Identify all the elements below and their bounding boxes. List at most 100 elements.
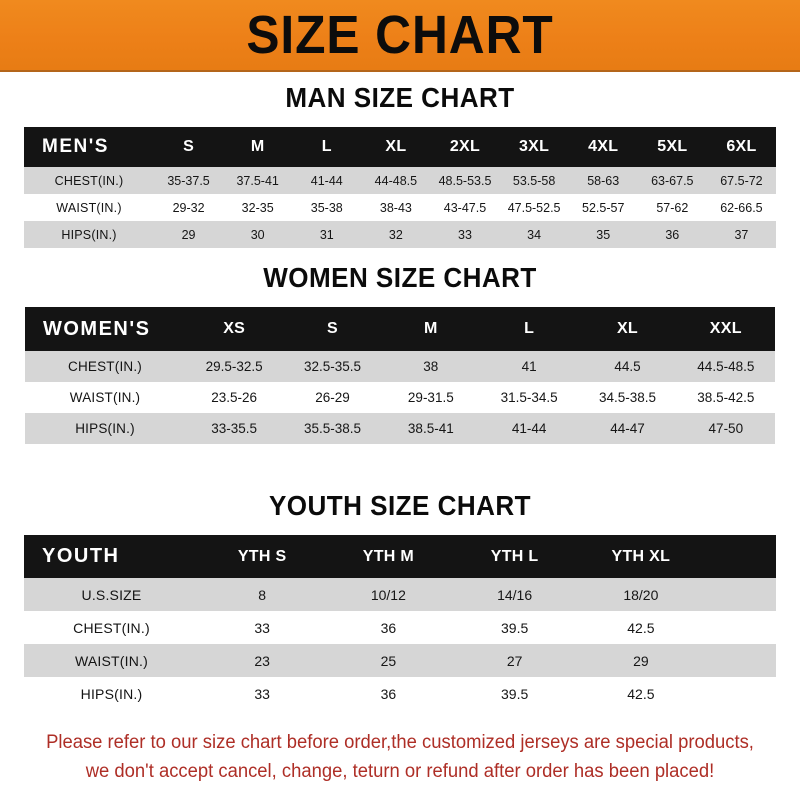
men-cell: 37.5-41 (223, 167, 293, 194)
youth-size-header-yth-l: YTH L (451, 535, 578, 578)
men-cell: 31 (292, 221, 362, 248)
women-cell: 35.5-38.5 (283, 413, 382, 444)
men-size-table: MEN'S S M L XL 2XL 3XL 4XL 5XL 6XL CHEST(IN.) 35-… (24, 127, 776, 248)
men-size-header-2xl: 2XL (430, 127, 500, 167)
youth-cell: 29 (577, 644, 704, 677)
youth-size-header-yth-s: YTH S (199, 535, 326, 578)
men-row-label: CHEST(IN.) (24, 167, 154, 194)
men-table-row: WAIST(IN.) 29-32 32-35 35-38 38-43 43-47.5 47.… (24, 194, 776, 221)
men-table-head: MEN'S S M L XL 2XL 3XL 4XL 5XL 6XL (24, 127, 776, 167)
men-cell: 47.5-52.5 (499, 194, 569, 221)
women-cell: 34.5-38.5 (578, 382, 677, 413)
women-cell: 44-47 (578, 413, 677, 444)
youth-table-row: WAIST(IN.) 23 25 27 29 (24, 644, 776, 677)
youth-row-label: U.S.SIZE (24, 578, 199, 611)
women-row-label: HIPS(IN.) (25, 413, 185, 444)
youth-cell: 33 (199, 677, 326, 710)
youth-row-label: WAIST(IN.) (24, 644, 199, 677)
men-cell: 53.5-58 (499, 167, 569, 194)
youth-cell: 36 (325, 677, 452, 710)
men-section-title: MAN SIZE CHART (285, 82, 515, 113)
men-size-header-l: L (292, 127, 362, 167)
women-size-table: WOMEN'S XS S M L XL XXL CHEST(IN.) 29.5-32.5 32… (25, 307, 775, 444)
women-cell: 33-35.5 (185, 413, 284, 444)
women-row-label-header: WOMEN'S (25, 307, 185, 351)
youth-table-head: YOUTH YTH S YTH M YTH L YTH XL (24, 535, 776, 578)
youth-header-spacer (704, 535, 776, 578)
men-cell: 52.5-57 (568, 194, 638, 221)
men-cell: 41-44 (292, 167, 362, 194)
women-row-label: WAIST(IN.) (25, 382, 185, 413)
men-cell: 62-66.5 (706, 194, 776, 221)
women-section-title: WOMEN SIZE CHART (263, 262, 537, 293)
men-cell: 67.5-72 (706, 167, 776, 194)
women-cell: 26-29 (283, 382, 382, 413)
men-row-label-header: MEN'S (24, 127, 154, 167)
women-cell: 38.5-42.5 (676, 382, 775, 413)
youth-cell: 39.5 (451, 677, 578, 710)
men-cell: 34 (499, 221, 569, 248)
men-cell: 63-67.5 (637, 167, 707, 194)
men-cell: 57-62 (637, 194, 707, 221)
youth-row-label: HIPS(IN.) (24, 677, 199, 710)
women-cell: 47-50 (676, 413, 775, 444)
men-cell: 35 (568, 221, 638, 248)
women-row-label: CHEST(IN.) (25, 351, 185, 382)
youth-size-section: YOUTH SIZE CHART YOUTH YTH S YTH M YTH L YT… (0, 490, 800, 710)
youth-cell: 14/16 (451, 578, 578, 611)
youth-cell-spacer (704, 578, 776, 611)
youth-cell: 25 (325, 644, 452, 677)
women-cell: 23.5-26 (185, 382, 284, 413)
women-table-wrapper: WOMEN'S XS S M L XL XXL CHEST(IN.) 29.5-32.5 32… (0, 307, 800, 444)
men-row-label: WAIST(IN.) (24, 194, 154, 221)
youth-cell: 18/20 (577, 578, 704, 611)
men-cell: 37 (706, 221, 776, 248)
women-cell: 44.5-48.5 (676, 351, 775, 382)
youth-row-label-header: YOUTH (24, 535, 199, 578)
youth-cell: 8 (199, 578, 326, 611)
youth-cell: 27 (451, 644, 578, 677)
men-table-row: HIPS(IN.) 29 30 31 32 33 34 35 36 37 (24, 221, 776, 248)
women-size-header-m: M (381, 307, 480, 351)
page-banner: SIZE CHART (0, 0, 800, 72)
youth-size-header-yth-xl: YTH XL (577, 535, 704, 578)
youth-cell: 42.5 (577, 611, 704, 644)
women-table-row: HIPS(IN.) 33-35.5 35.5-38.5 38.5-41 41-44 44-… (25, 413, 775, 444)
men-size-header-5xl: 5XL (637, 127, 707, 167)
women-size-header-xxl: XXL (676, 307, 775, 351)
youth-table-row: CHEST(IN.) 33 36 39.5 42.5 (24, 611, 776, 644)
men-cell: 36 (637, 221, 707, 248)
women-cell: 44.5 (578, 351, 677, 382)
men-size-header-6xl: 6XL (706, 127, 776, 167)
youth-cell: 33 (199, 611, 326, 644)
youth-cell-spacer (704, 611, 776, 644)
women-table-body: CHEST(IN.) 29.5-32.5 32.5-35.5 38 41 44.5 44.5… (25, 351, 775, 444)
youth-row-label: CHEST(IN.) (24, 611, 199, 644)
men-size-header-s: S (154, 127, 224, 167)
men-cell: 35-38 (292, 194, 362, 221)
men-cell: 35-37.5 (154, 167, 224, 194)
women-size-header-xs: XS (185, 307, 284, 351)
women-cell: 41-44 (479, 413, 579, 444)
youth-cell: 10/12 (325, 578, 452, 611)
women-cell: 29-31.5 (381, 382, 480, 413)
men-cell: 44-48.5 (361, 167, 431, 194)
notice-line-2: we don't accept cancel, change, teturn o… (85, 761, 715, 783)
men-cell: 30 (223, 221, 293, 248)
women-size-header-s: S (283, 307, 382, 351)
men-cell: 58-63 (568, 167, 638, 194)
men-cell: 32-35 (223, 194, 293, 221)
youth-section-title: YOUTH SIZE CHART (268, 490, 532, 521)
women-size-header-l: L (479, 307, 579, 351)
youth-cell: 36 (325, 611, 452, 644)
men-cell: 33 (430, 221, 500, 248)
women-cell: 32.5-35.5 (283, 351, 382, 382)
men-cell: 32 (361, 221, 431, 248)
men-cell: 43-47.5 (430, 194, 500, 221)
men-cell: 29 (154, 221, 224, 248)
men-size-header-3xl: 3XL (499, 127, 569, 167)
men-cell: 29-32 (154, 194, 224, 221)
women-cell: 31.5-34.5 (479, 382, 579, 413)
men-table-row: CHEST(IN.) 35-37.5 37.5-41 41-44 44-48.5 48.5… (24, 167, 776, 194)
men-row-label: HIPS(IN.) (24, 221, 154, 248)
